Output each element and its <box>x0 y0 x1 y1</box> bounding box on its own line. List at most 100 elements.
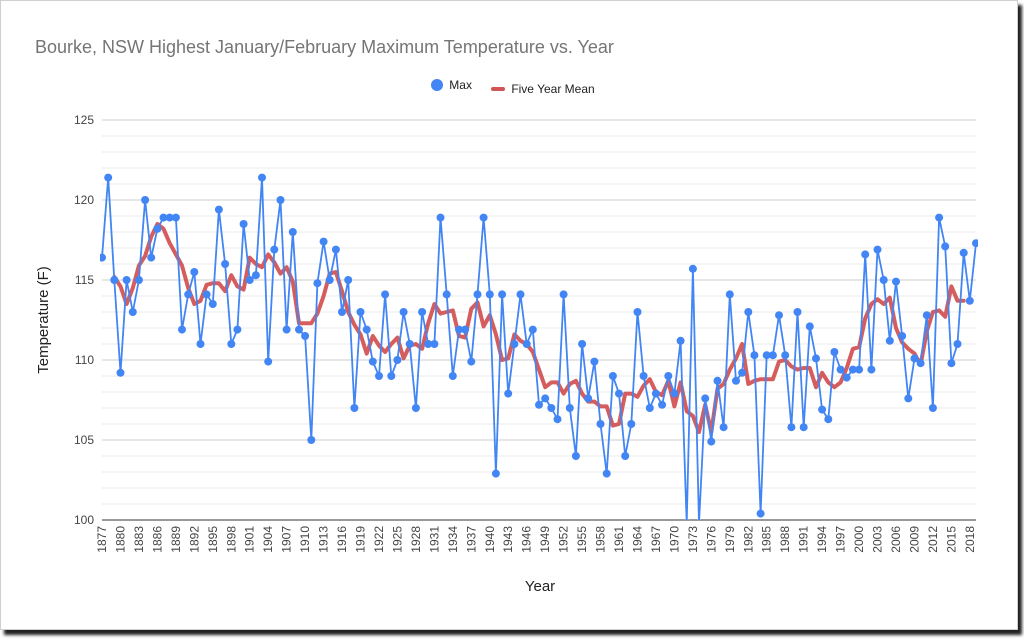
max-point[interactable] <box>590 357 599 366</box>
max-point[interactable] <box>578 340 587 348</box>
max-point[interactable] <box>270 245 279 254</box>
max-point[interactable] <box>393 356 402 364</box>
max-point[interactable] <box>178 325 186 334</box>
max-point[interactable] <box>147 253 156 262</box>
max-point[interactable] <box>910 354 919 363</box>
max-point[interactable] <box>645 404 654 412</box>
max-point[interactable] <box>485 290 494 299</box>
max-point[interactable] <box>941 242 950 251</box>
max-point[interactable] <box>615 389 623 398</box>
max-point[interactable] <box>134 276 143 284</box>
max-point[interactable] <box>713 376 722 385</box>
max-point[interactable] <box>141 196 150 204</box>
max-point[interactable] <box>479 213 488 222</box>
max-point[interactable] <box>184 290 193 299</box>
max-point[interactable] <box>159 213 168 222</box>
max-point[interactable] <box>565 404 574 412</box>
max-point[interactable] <box>756 509 765 518</box>
max-point[interactable] <box>732 376 740 385</box>
max-point[interactable] <box>775 311 783 320</box>
max-point[interactable] <box>571 452 580 460</box>
max-point[interactable] <box>768 351 777 360</box>
max-point[interactable] <box>301 332 310 340</box>
max-point[interactable] <box>855 365 864 374</box>
max-point[interactable] <box>455 325 463 334</box>
max-point[interactable] <box>658 400 667 409</box>
max-point[interactable] <box>128 308 137 316</box>
max-point[interactable] <box>362 325 371 334</box>
max-point[interactable] <box>627 420 636 428</box>
max-point[interactable] <box>153 224 162 233</box>
max-point[interactable] <box>528 325 537 334</box>
max-point[interactable] <box>116 368 125 377</box>
max-point[interactable] <box>110 276 119 284</box>
max-point[interactable] <box>725 290 734 299</box>
max-point[interactable] <box>664 372 673 380</box>
max-point[interactable] <box>504 389 513 398</box>
max-point[interactable] <box>491 469 500 478</box>
max-point[interactable] <box>375 372 383 380</box>
max-point[interactable] <box>928 404 937 412</box>
max-point[interactable] <box>227 340 236 348</box>
max-point[interactable] <box>467 357 476 366</box>
max-point[interactable] <box>750 351 759 360</box>
max-point[interactable] <box>510 340 519 348</box>
max-point[interactable] <box>98 253 106 262</box>
max-point[interactable] <box>325 276 334 284</box>
max-point[interactable] <box>947 359 956 368</box>
max-point[interactable] <box>344 276 353 284</box>
max-point[interactable] <box>879 276 888 284</box>
max-point[interactable] <box>787 423 796 432</box>
max-point[interactable] <box>867 365 876 374</box>
max-point[interactable] <box>842 373 851 382</box>
max-point[interactable] <box>959 248 968 257</box>
legend-item-five-year-mean[interactable]: Five Year Mean <box>491 82 595 96</box>
max-point[interactable] <box>639 372 648 380</box>
max-point[interactable] <box>436 213 445 222</box>
max-point[interactable] <box>818 405 827 414</box>
max-point[interactable] <box>547 404 556 412</box>
max-point[interactable] <box>448 372 457 380</box>
max-point[interactable] <box>695 519 703 527</box>
max-point[interactable] <box>805 322 814 331</box>
max-point[interactable] <box>793 308 802 316</box>
max-point[interactable] <box>676 336 685 345</box>
max-point[interactable] <box>430 340 439 348</box>
max-point[interactable] <box>356 308 365 316</box>
max-point[interactable] <box>516 290 525 299</box>
max-point[interactable] <box>258 173 266 182</box>
max-point[interactable] <box>651 389 660 398</box>
max-point[interactable] <box>781 351 790 360</box>
max-point[interactable] <box>965 296 974 305</box>
max-point[interactable] <box>584 394 593 403</box>
max-point[interactable] <box>602 469 611 478</box>
max-point[interactable] <box>399 308 408 316</box>
max-point[interactable] <box>608 372 617 380</box>
max-point[interactable] <box>836 365 845 374</box>
max-point[interactable] <box>251 271 260 280</box>
max-point[interactable] <box>535 400 543 409</box>
max-point[interactable] <box>208 300 217 308</box>
max-point[interactable] <box>473 290 482 299</box>
max-point[interactable] <box>738 368 747 377</box>
max-point[interactable] <box>214 205 223 214</box>
max-point[interactable] <box>683 519 691 527</box>
legend-item-max[interactable]: Max <box>431 78 472 92</box>
max-point[interactable] <box>873 245 882 254</box>
max-point[interactable] <box>553 415 562 424</box>
max-point[interactable] <box>331 245 340 254</box>
max-point[interactable] <box>411 404 420 412</box>
max-point[interactable] <box>424 340 433 348</box>
max-point[interactable] <box>972 239 980 248</box>
max-point[interactable] <box>701 394 710 403</box>
max-point[interactable] <box>633 308 642 316</box>
max-point[interactable] <box>104 173 113 182</box>
max-point[interactable] <box>239 220 248 228</box>
max-point[interactable] <box>282 325 291 334</box>
max-point[interactable] <box>350 404 359 412</box>
max-point[interactable] <box>621 452 630 460</box>
max-point[interactable] <box>368 357 377 366</box>
max-point[interactable] <box>922 311 931 320</box>
max-point[interactable] <box>688 264 697 273</box>
max-point[interactable] <box>559 290 568 299</box>
